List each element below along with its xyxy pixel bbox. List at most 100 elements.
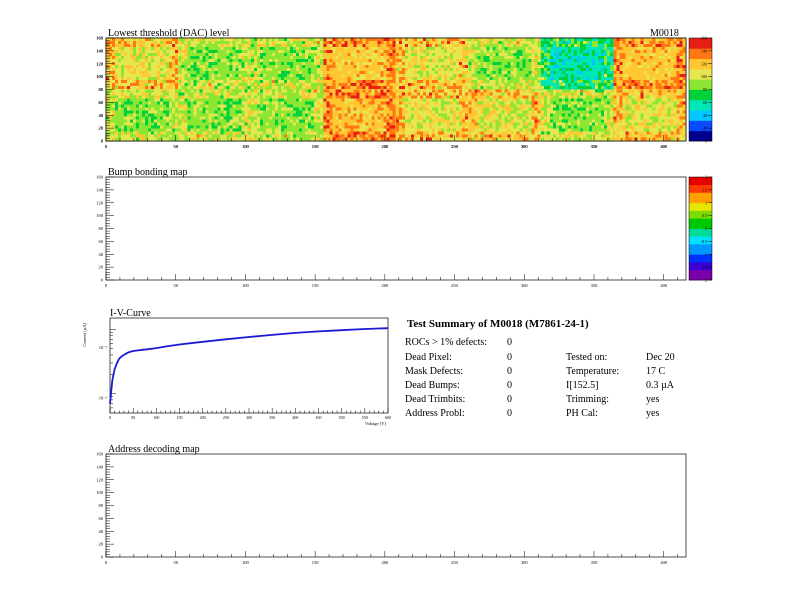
pixel-cell	[257, 89, 260, 93]
pixel-cell	[181, 104, 185, 108]
pixel-cell	[516, 65, 520, 68]
pixel-cell	[130, 128, 133, 132]
pixel-cell	[368, 122, 372, 126]
pixel-cell	[580, 89, 583, 93]
pixel-cell	[368, 116, 372, 120]
pixel-cell	[368, 59, 372, 62]
pixel-cell	[148, 74, 151, 77]
pixel-cell	[145, 98, 148, 102]
pixel-cell	[178, 83, 182, 86]
pixel-cell	[547, 110, 550, 114]
pixel-cell	[592, 59, 595, 62]
pixel-cell	[169, 74, 172, 77]
pixel-cell	[670, 68, 674, 71]
pixel-cell	[610, 92, 613, 96]
pixel-cell	[139, 38, 142, 41]
pixel-cell	[507, 95, 511, 99]
pixel-cell	[616, 92, 620, 96]
pixel-cell	[251, 77, 254, 80]
pixel-cell	[160, 56, 163, 59]
pixel-cell	[559, 116, 562, 120]
pixel-cell	[571, 80, 574, 83]
pixel-cell	[371, 83, 375, 86]
pixel-cell	[350, 92, 354, 96]
pixel-cell	[127, 77, 130, 80]
pixel-cell	[115, 74, 118, 77]
colorbar-tick-label: -2	[704, 278, 707, 283]
pixel-cell	[184, 38, 188, 41]
pixel-cell	[664, 80, 668, 83]
pixel-cell	[501, 134, 505, 138]
pixel-cell	[571, 77, 574, 80]
pixel-cell	[450, 95, 453, 99]
pixel-cell	[444, 47, 447, 50]
pixel-cell	[616, 89, 620, 93]
pixel-cell	[356, 68, 360, 71]
pixel-cell	[531, 74, 535, 77]
pixel-cell	[541, 122, 544, 126]
pixel-cell	[305, 56, 308, 59]
pixel-cell	[456, 80, 459, 83]
y-tick-label: 100	[96, 213, 104, 218]
pixel-cell	[124, 89, 127, 93]
pixel-cell	[181, 92, 185, 96]
pixel-cell	[405, 119, 408, 123]
colorbar-swatch	[689, 117, 712, 121]
pixel-cell	[619, 101, 623, 105]
pixel-cell	[450, 56, 453, 59]
pixel-cell	[465, 92, 468, 96]
pixel-cell	[326, 50, 330, 53]
pixel-cell	[498, 68, 502, 71]
pixel-cell	[260, 119, 263, 123]
pixel-cell	[616, 56, 620, 59]
pixel-cell	[580, 137, 583, 141]
pixel-cell	[308, 92, 311, 96]
pixel-cell	[359, 119, 363, 123]
pixel-cell	[544, 68, 547, 71]
pixel-cell	[272, 83, 275, 86]
pixel-cell	[414, 62, 417, 65]
colorbar-swatch	[689, 99, 712, 103]
colorbar-swatch	[689, 246, 712, 250]
pixel-cell	[251, 122, 254, 126]
pixel-cell	[556, 50, 559, 53]
pixel-cell	[392, 92, 396, 96]
y-tick-label: 80	[99, 87, 104, 92]
pixel-cell	[257, 38, 260, 41]
pixel-cell	[269, 38, 272, 41]
pixel-cell	[269, 59, 272, 62]
pixel-cell	[220, 131, 224, 135]
pixel-cell	[157, 77, 160, 80]
y-tick-label: 120	[96, 61, 104, 66]
pixel-cell	[661, 131, 665, 135]
pixel-cell	[547, 56, 550, 59]
pixel-cell	[251, 110, 254, 114]
pixel-cell	[417, 116, 420, 120]
pixel-cell	[257, 71, 260, 74]
pixel-cell	[109, 50, 112, 53]
pixel-cell	[272, 41, 275, 44]
pixel-cell	[124, 122, 127, 126]
pixel-cell	[196, 56, 200, 59]
pixel-cell	[634, 50, 638, 53]
pixel-cell	[474, 125, 478, 129]
pixel-cell	[616, 59, 620, 62]
pixel-cell	[513, 122, 517, 126]
pixel-cell	[166, 122, 169, 126]
pixel-cell	[290, 83, 293, 86]
pixel-cell	[513, 107, 517, 111]
pixel-cell	[305, 92, 308, 96]
pixel-cell	[405, 95, 408, 99]
pixel-cell	[178, 53, 182, 56]
pixel-cell	[556, 47, 559, 50]
pixel-cell	[338, 59, 342, 62]
pixel-cell	[145, 107, 148, 111]
pixel-cell	[362, 101, 366, 105]
pixel-cell	[634, 80, 638, 83]
pixel-cell	[353, 134, 357, 138]
pixel-cell	[492, 83, 496, 86]
pixel-cell	[613, 137, 617, 141]
pixel-cell	[537, 98, 541, 102]
pixel-cell	[314, 104, 317, 108]
pixel-cell	[559, 86, 562, 89]
